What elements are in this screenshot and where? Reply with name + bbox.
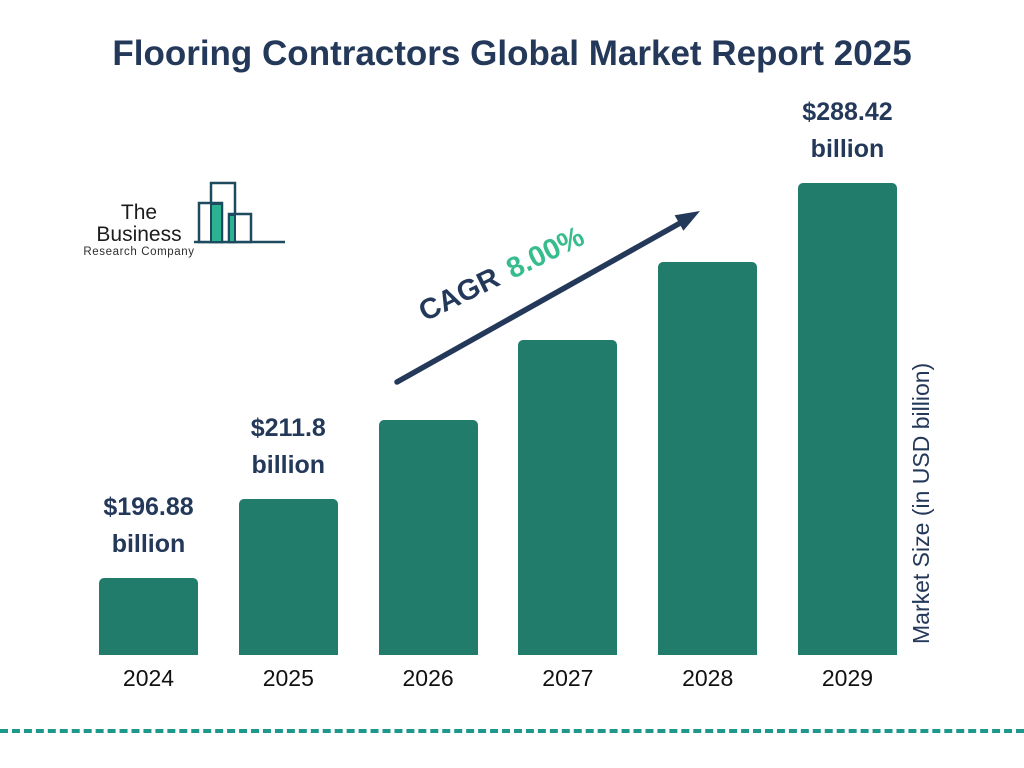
x-tick-label: 2026	[402, 665, 454, 691]
bar-2028	[658, 262, 758, 655]
logo-text: The Business Research Company	[76, 201, 202, 259]
bar-chart: $196.88 billion 2024 $211.8 billion 2025…	[99, 98, 897, 691]
bar-column: $211.8 billion 2025	[238, 100, 338, 691]
bar-2024	[99, 578, 198, 655]
x-tick-label: 2027	[542, 665, 594, 691]
bar-value-label: $211.8 billion	[231, 410, 346, 484]
bar-column: 2028	[658, 100, 758, 691]
x-tick-label: 2029	[821, 665, 874, 691]
x-tick-label: 2024	[122, 665, 175, 691]
bottom-dashed-divider	[0, 729, 1024, 733]
bar-column: $288.42 billion 2029	[797, 98, 897, 691]
y-axis-label: Market Size (in USD billion)	[908, 362, 934, 644]
value-line-2: billion	[251, 451, 326, 479]
page-title: Flooring Contractors Global Market Repor…	[112, 34, 912, 73]
bar-2026	[378, 420, 478, 655]
value-line-2: billion	[810, 135, 885, 163]
bar-column: 2027	[518, 100, 618, 691]
bar-column: 2026	[378, 100, 478, 691]
value-line-1: $288.42	[802, 98, 893, 126]
value-line-1: $211.8	[250, 414, 326, 442]
bar-2029	[797, 183, 897, 655]
x-tick-label: 2028	[682, 665, 734, 691]
logo-company-name: The Business	[96, 201, 182, 246]
bar-2025	[238, 499, 338, 655]
bar-value-label: $288.42 billion	[790, 94, 905, 168]
x-tick-label: 2025	[262, 665, 314, 691]
value-line-2: billion	[111, 530, 186, 558]
value-line-1: $196.88	[103, 493, 194, 521]
company-logo: The Business Research Company	[76, 170, 288, 258]
logo-company-subname: Research Company	[83, 246, 195, 258]
bar-value-label: $196.88 billion	[91, 489, 206, 563]
bar-2027	[518, 340, 618, 655]
bar-column: $196.88 billion 2024	[99, 100, 198, 691]
bar-chart-logo-icon	[194, 181, 285, 244]
